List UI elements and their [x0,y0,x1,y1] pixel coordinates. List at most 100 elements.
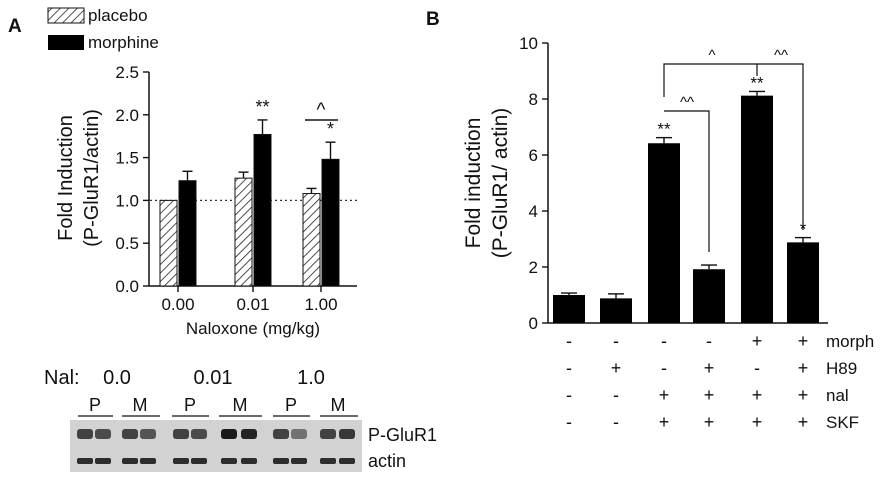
blot-group-label: M [133,395,148,415]
blot-band-pglur1 [77,429,93,439]
bar [600,298,632,323]
blot-band-pglur1 [273,429,289,439]
treatment-sign: + [752,385,763,405]
y-tick-label: 10 [519,34,538,53]
bar [553,295,585,323]
treatment-sign: - [566,358,572,378]
treatment-sign: + [704,385,715,405]
y-tick-label: 6 [529,146,538,165]
legend-swatch-placebo [47,7,85,24]
western-blot: Nal: 0.0 0.01 1.0 P M P M P M P-GluR1 ac… [44,367,437,472]
treatment-sign: + [798,358,809,378]
blot-band-pglur1 [140,429,156,439]
blot-band-label-pglur1: P-GluR1 [368,425,437,445]
bar [693,269,725,323]
y-axis-label-a-line2: (P-GluR1/actin) [81,109,103,247]
blot-band-actin [320,458,336,464]
y-axis-label-b-line2: (P-GluR1/ actin) [489,108,512,259]
y-ticks-a: 0.0 0.5 1.0 1.5 2.0 2.5 [115,63,149,296]
blot-band-pglur1 [95,429,111,439]
treatment-sign: - [613,331,619,351]
x-tick-label: 0.00 [161,295,194,314]
blot-band-label-actin: actin [368,451,406,471]
treatment-sign: + [704,412,715,432]
legend-label-placebo: placebo [88,6,148,25]
treatment-name: H89 [826,359,857,378]
significance-label: ** [750,73,764,92]
blot-group-label: M [233,395,248,415]
x-tick-label: 1.00 [304,295,337,314]
y-tick-label: 2.5 [115,63,139,82]
y-tick-label: 0.5 [115,234,139,253]
blot-nal-label: Nal: [44,367,80,389]
x-tick-label: 0.01 [236,295,269,314]
bars-a: *** [159,97,340,287]
bracket-b-3-5-symbol: ^ [708,47,715,64]
blot-band-pglur1 [173,429,189,439]
bar-placebo [159,199,178,287]
bar-placebo [234,177,253,287]
blot-band-actin [291,458,307,464]
bar-morphine [321,158,340,287]
treatment-sign: - [754,358,760,378]
blot-group-label: P [89,395,101,415]
bar [741,95,773,323]
treatment-sign: - [566,331,572,351]
blot-band-pglur1 [221,429,237,439]
treatment-sign: - [613,385,619,405]
treatment-sign: + [659,412,670,432]
blot-band-actin [221,458,237,464]
significance-label: ** [657,120,671,139]
treatment-sign: - [613,412,619,432]
y-tick-label: 1.5 [115,149,139,168]
blot-band-pglur1 [122,429,138,439]
treatment-sign: - [566,412,572,432]
blot-band-actin [191,458,207,464]
panel-a: A placebo morphine 0.0 0.5 1.0 1.5 2.0 2.5 0.… [8,6,357,338]
blot-group-label: P [285,395,297,415]
blot-band-pglur1 [191,429,207,439]
treatment-sign: - [566,385,572,405]
y-axis-label-a-line1: Fold Induction [55,115,77,241]
y-axis-label-b-line1: Fold induction [462,118,485,249]
bracket-b-5-6-symbol: ^^ [774,47,788,64]
bar-morphine [178,180,197,287]
panel-a-label: A [8,16,22,37]
y-tick-label: 0 [529,314,538,333]
legend-swatch-morphine [48,35,84,50]
blot-band-actin [95,458,111,464]
blot-band-actin [241,458,257,464]
significance-label: * [327,119,334,139]
bracket-b-3-4-symbol: ^^ [680,94,694,111]
treatment-sign: + [798,385,809,405]
blot-band-pglur1 [339,429,355,439]
y-tick-label: 2.0 [115,106,139,125]
panel-b-label: B [426,9,440,30]
blot-band-actin [77,458,93,464]
blot-band-actin [173,458,189,464]
bar [648,143,680,323]
treatment-sign: + [611,358,622,378]
blot-band-actin [122,458,138,464]
treatment-sign: + [798,331,809,351]
y-tick-label: 8 [529,90,538,109]
blot-band-pglur1 [320,429,336,439]
blot-band-pglur1 [291,429,307,439]
bracket-b-3-5 [663,63,758,97]
treatment-name: SKF [826,413,859,432]
blot-group-label: P [184,395,196,415]
blot-dose-2: 1.0 [297,367,325,389]
treatment-sign: - [661,331,667,351]
y-tick-label: 4 [529,202,538,221]
y-tick-label: 1.0 [115,191,139,210]
bracket-b-5-6 [757,63,804,230]
treatment-sign: + [659,385,670,405]
legend-label-morphine: morphine [88,33,159,52]
treatment-sign: + [752,412,763,432]
bracket-b-3-4 [664,110,710,252]
blot-dose-0: 0.0 [103,367,131,389]
x-axis-label-a: Naloxone (mg/kg) [186,319,320,338]
y-ticks-b: 0 2 4 6 8 10 [519,34,548,333]
bar-placebo [302,193,321,287]
